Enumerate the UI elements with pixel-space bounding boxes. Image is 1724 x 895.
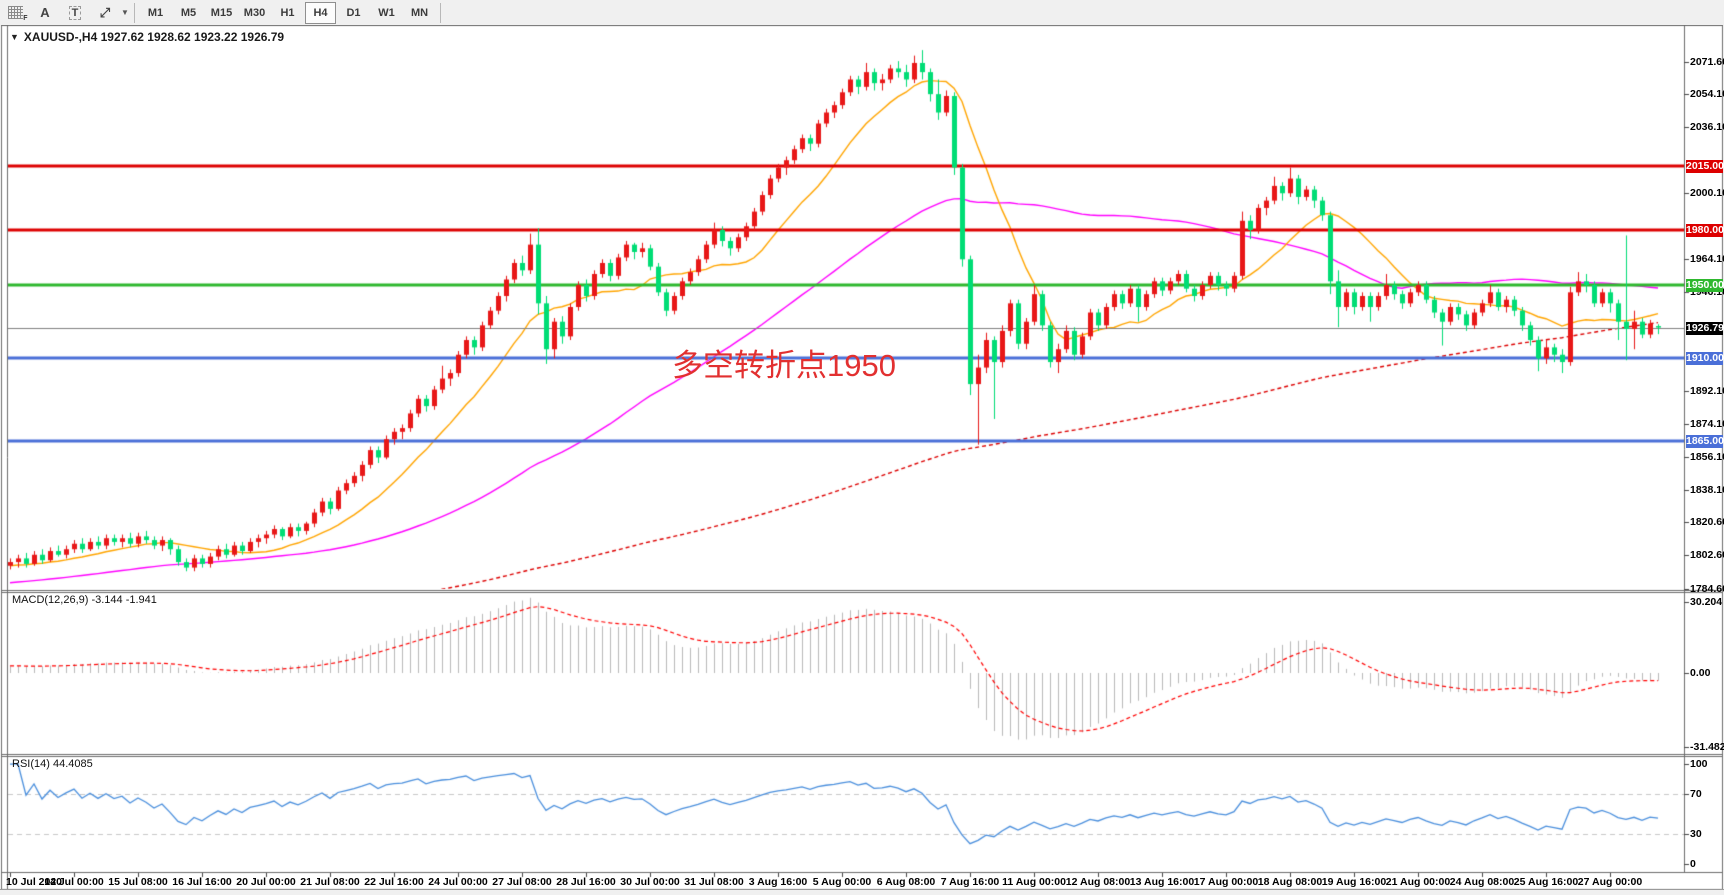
time-axis-label: 30 Jul 00:00 <box>620 876 680 888</box>
text-box-icon[interactable]: T <box>61 1 89 24</box>
timeframe-button-h4[interactable]: H4 <box>305 1 336 24</box>
time-axis-label: 14 Jul 00:00 <box>44 876 104 888</box>
status-strip <box>0 889 1724 895</box>
macd-scale-label: 0.00 <box>1690 667 1711 679</box>
price-level-badge: 1910.00 <box>1686 351 1724 365</box>
time-axis-label: 21 Jul 08:00 <box>300 876 360 888</box>
timeframe-button-m1[interactable]: M1 <box>147 6 164 19</box>
timeframe-button-w1[interactable]: W1 <box>378 6 395 19</box>
price-axis-label: 2000.10 <box>1690 187 1724 200</box>
time-axis-label: 5 Aug 00:00 <box>812 876 872 888</box>
time-axis-label: 18 Aug 08:00 <box>1257 876 1323 888</box>
chart-canvas[interactable] <box>0 25 1724 890</box>
time-axis-label: 24 Aug 08:00 <box>1449 876 1515 888</box>
toolbar-separator <box>134 2 135 23</box>
time-axis-label: 22 Jul 16:00 <box>364 876 424 888</box>
rsi-scale-label: 0 <box>1690 858 1696 870</box>
timeframe-button-h1[interactable]: H1 <box>280 6 295 19</box>
time-axis-label: 15 Jul 08:00 <box>108 876 168 888</box>
time-axis-label: 3 Aug 16:00 <box>748 876 808 888</box>
time-axis-label: 24 Jul 00:00 <box>428 876 488 888</box>
symbol-header[interactable]: ▼ XAUUSD-,H4 1927.62 1928.62 1923.22 192… <box>10 30 284 44</box>
time-axis-label: 21 Aug 00:00 <box>1385 876 1451 888</box>
time-axis-label: 20 Jul 00:00 <box>236 876 296 888</box>
price-level-badge: 1980.00 <box>1686 223 1724 237</box>
timeframe-button-m15[interactable]: M15 <box>210 6 233 19</box>
time-axis-label: 17 Aug 00:00 <box>1193 876 1259 888</box>
toolbar-separator <box>440 2 441 23</box>
chart-window: ▼ XAUUSD-,H4 1927.62 1928.62 1923.22 192… <box>0 25 1724 890</box>
time-axis-label: 25 Aug 16:00 <box>1513 876 1579 888</box>
timeframe-button-mn[interactable]: MN <box>410 6 429 19</box>
time-axis-label: 27 Aug 00:00 <box>1577 876 1643 888</box>
time-axis-label: 31 Jul 08:00 <box>684 876 744 888</box>
macd-scale-label: -31.482 <box>1690 740 1724 753</box>
price-axis-label: 1892.10 <box>1690 385 1724 398</box>
dropdown-caret-icon[interactable]: ▼ <box>121 8 129 17</box>
price-level-badge: 1865.00 <box>1686 434 1724 448</box>
time-axis-label: 11 Aug 00:00 <box>1002 876 1066 888</box>
price-axis-label: 2036.10 <box>1690 121 1724 133</box>
timeframe-button-m30[interactable]: M30 <box>243 6 266 19</box>
time-axis-label: 12 Aug 08:00 <box>1065 876 1131 888</box>
macd-indicator-label: MACD(12,26,9) -3.144 -1.941 <box>12 594 157 606</box>
price-axis-label: 1820.60 <box>1690 516 1724 529</box>
price-axis-label: 1802.60 <box>1690 549 1724 562</box>
price-axis-label: 1964.10 <box>1690 253 1724 266</box>
rsi-scale-label: 100 <box>1690 758 1708 770</box>
collapse-triangle-icon[interactable]: ▼ <box>10 32 19 42</box>
price-level-badge: 2015.00 <box>1686 159 1724 173</box>
price-axis-label: 1838.10 <box>1690 484 1724 497</box>
time-axis-label: 7 Aug 16:00 <box>940 876 1000 888</box>
time-axis-label: 19 Aug 16:00 <box>1321 876 1387 888</box>
price-axis-label: 1784.60 <box>1690 582 1724 595</box>
price-axis-label: 1856.10 <box>1690 451 1724 464</box>
timeframe-group: M1 M5 M15 M30 H1 H4 D1 W1 MN <box>139 1 436 24</box>
current-price-badge: 1926.79 <box>1686 321 1724 335</box>
price-level-badge: 1950.00 <box>1686 278 1724 292</box>
rsi-indicator-label: RSI(14) 44.4085 <box>12 758 93 770</box>
time-axis-label: 27 Jul 08:00 <box>492 876 552 888</box>
toolbar: F A T ⤢ ▼ M1 M5 M15 M30 H1 H4 D1 W1 MN <box>0 0 1724 26</box>
price-axis-label: 2054.10 <box>1690 87 1724 100</box>
price-axis-label: 2071.60 <box>1690 55 1724 68</box>
timeframe-button-m5[interactable]: M5 <box>180 6 197 19</box>
text-a-icon[interactable]: A <box>40 5 50 20</box>
trade-annotation-text[interactable]: 多空转折点1950 <box>672 348 896 383</box>
time-axis-label: 10 Jul 2020 <box>5 876 63 888</box>
time-axis-label: 28 Jul 16:00 <box>556 876 616 888</box>
symbol-ohlc-text: XAUUSD-,H4 1927.62 1928.62 1923.22 1926.… <box>23 30 285 44</box>
arrange-arrows-icon[interactable]: ⤢ <box>99 4 111 20</box>
timeframe-button-d1[interactable]: D1 <box>346 6 361 19</box>
rsi-scale-label: 30 <box>1690 828 1702 840</box>
macd-scale-label: 30.204 <box>1690 596 1723 609</box>
grid-f-icon[interactable]: F <box>1 1 29 24</box>
rsi-scale-label: 70 <box>1690 788 1702 800</box>
price-axis-label: 1874.10 <box>1690 418 1724 431</box>
time-axis-label: 6 Aug 08:00 <box>876 876 936 888</box>
time-axis-label: 16 Jul 16:00 <box>172 876 232 888</box>
time-axis-label: 13 Aug 16:00 <box>1129 876 1195 888</box>
